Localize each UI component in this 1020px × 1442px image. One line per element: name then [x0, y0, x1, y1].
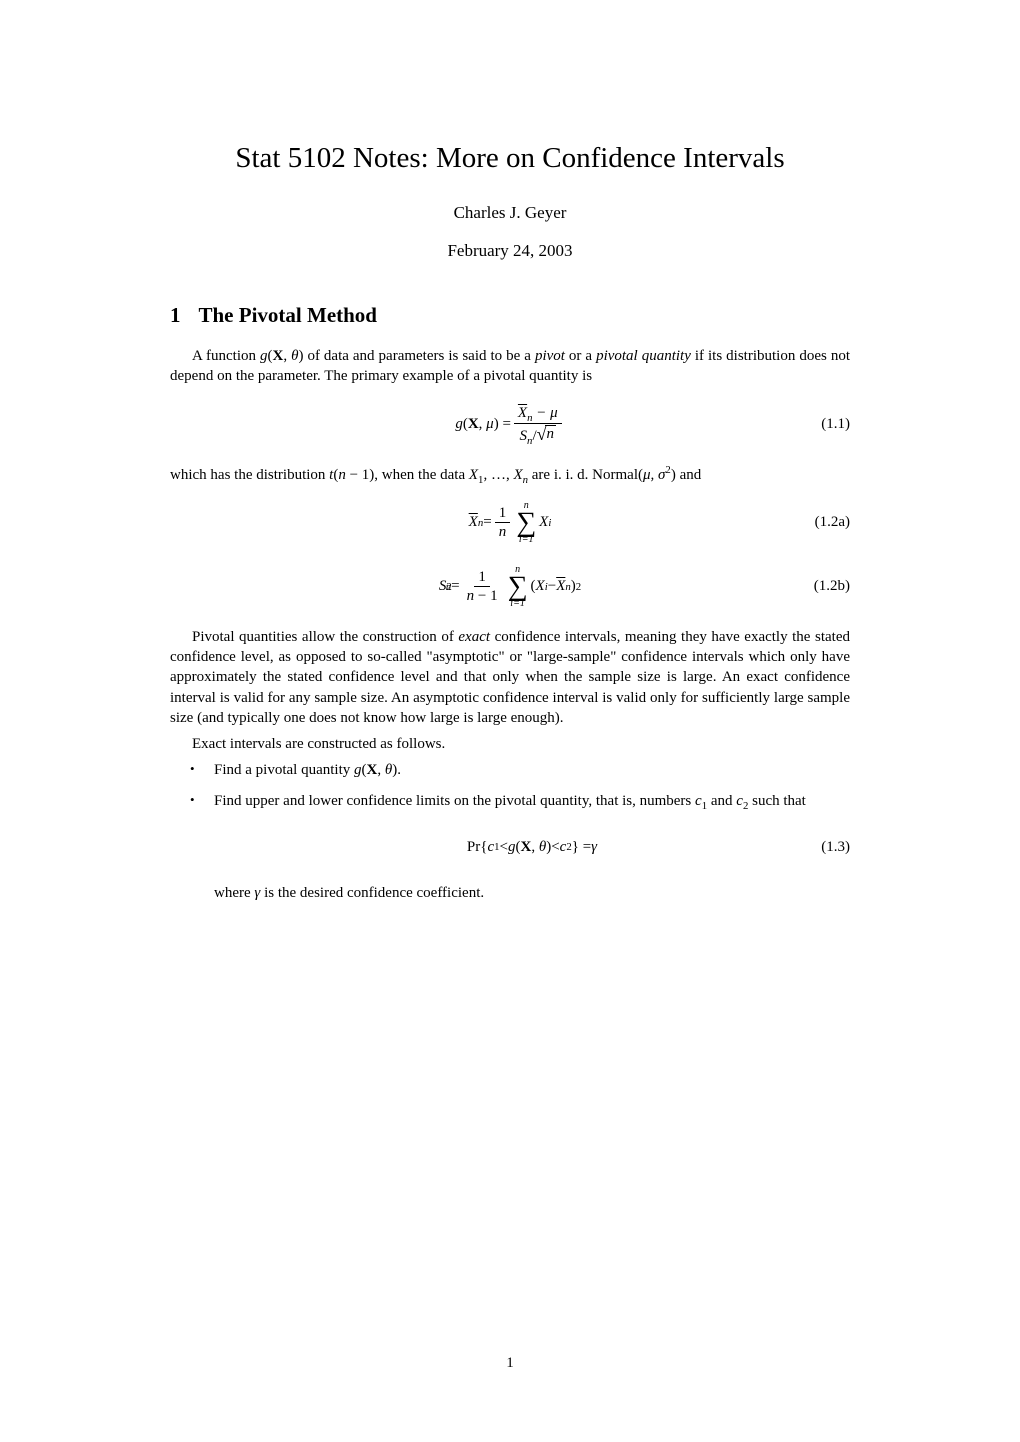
- equation-1-2a: Xn = 1 n n ∑ i=1 Xi (1.2a): [170, 499, 850, 547]
- text-fragment: Pivotal quantities allow the constructio…: [192, 629, 458, 645]
- text-fragment: is the desired confidence coefficient.: [260, 885, 484, 901]
- math-var: X: [539, 514, 548, 531]
- text-fragment: and: [707, 793, 736, 809]
- section-number: 1: [170, 303, 181, 327]
- math-var: c: [487, 837, 494, 857]
- math-inline: c: [736, 793, 743, 809]
- fraction: Xn − μ Sn/√n: [514, 405, 562, 444]
- summation: n ∑ i=1: [516, 501, 536, 545]
- math-eq: =: [451, 578, 459, 595]
- paragraph-2: which has the distribution t(n − 1), whe…: [170, 465, 850, 485]
- math-inline: t: [329, 467, 333, 483]
- math-args: (X, θ): [515, 837, 551, 857]
- math-eq: =: [483, 514, 491, 531]
- document-date: February 24, 2003: [170, 241, 850, 261]
- fraction: 1 n: [495, 505, 511, 541]
- text-fragment: which has the distribution: [170, 467, 329, 483]
- section-title: The Pivotal Method: [199, 303, 378, 327]
- equation-content: Pr{c1 < g(X, θ) < c2} = γ: [467, 837, 597, 857]
- equation-1-2b: S2n = 1 n − 1 n ∑ i=1 (Xi − Xn)2 (1.2b): [170, 563, 850, 611]
- math-var: X: [469, 514, 478, 531]
- math-var: γ: [591, 837, 597, 857]
- math-var: X: [556, 578, 565, 595]
- math-args: (X, θ): [267, 348, 303, 364]
- text-fragment: , when the data: [374, 467, 469, 483]
- math-op: <: [500, 837, 508, 857]
- text-fragment: A function: [192, 348, 260, 364]
- math-inline: X: [469, 467, 478, 483]
- equation-content: g(X, μ) = Xn − μ Sn/√n: [455, 405, 564, 444]
- equation-number: (1.2a): [815, 514, 850, 531]
- math-text: } =: [572, 837, 591, 857]
- paragraph-1: A function g(X, θ) of data and parameter…: [170, 346, 850, 387]
- document-author: Charles J. Geyer: [170, 203, 850, 223]
- denominator: n − 1: [463, 587, 502, 605]
- bullet-list: Find a pivotal quantity g(X, θ). Find up…: [170, 760, 850, 903]
- text-fragment: such that: [748, 793, 806, 809]
- text-fragment: Find upper and lower confidence limits o…: [214, 793, 695, 809]
- list-item: Find a pivotal quantity g(X, θ).: [200, 760, 850, 780]
- fraction: 1 n − 1: [463, 569, 502, 605]
- equation-number: (1.2b): [814, 578, 850, 595]
- math-var: g: [508, 837, 516, 857]
- page-number: 1: [0, 1355, 1020, 1372]
- numerator: Xn − μ: [514, 405, 562, 424]
- equation-1-3: Pr{c1 < g(X, θ) < c2} = γ (1.3): [214, 823, 850, 871]
- document-title: Stat 5102 Notes: More on Confidence Inte…: [170, 142, 850, 175]
- math-var: c: [560, 837, 567, 857]
- math-inline: μ, σ: [643, 467, 665, 483]
- math-op: <: [551, 837, 559, 857]
- math-op: −: [548, 578, 556, 595]
- equation-content: Xn = 1 n n ∑ i=1 Xi: [469, 501, 552, 545]
- section-heading: 1 The Pivotal Method: [170, 303, 850, 328]
- paragraph-4: Exact intervals are constructed as follo…: [170, 734, 850, 754]
- paragraph-3: Pivotal quantities allow the constructio…: [170, 627, 850, 728]
- equation-content: S2n = 1 n − 1 n ∑ i=1 (Xi − Xn)2: [439, 565, 581, 609]
- italic-term: pivot: [535, 348, 565, 364]
- math-text: Pr{: [467, 837, 488, 857]
- italic-term: exact: [458, 629, 490, 645]
- equation-1-1: g(X, μ) = Xn − μ Sn/√n (1.1): [170, 401, 850, 449]
- denominator: Sn/√n: [516, 424, 560, 445]
- text-fragment: or a: [565, 348, 596, 364]
- text-fragment: are i. i. d. Normal(: [528, 467, 643, 483]
- italic-term: pivotal quantity: [596, 348, 691, 364]
- math-args: (X, μ) =: [463, 416, 511, 433]
- list-item: Find upper and lower confidence limits o…: [200, 791, 850, 904]
- math-inline: g: [354, 762, 362, 778]
- equation-number: (1.3): [821, 837, 850, 857]
- text-fragment: ) and: [671, 467, 701, 483]
- text-fragment: where: [214, 885, 254, 901]
- math-var: g: [455, 416, 463, 433]
- math-inline: c: [695, 793, 702, 809]
- summation: n ∑ i=1: [508, 565, 528, 609]
- text-fragment: of data and parameters is said to be a: [303, 348, 534, 364]
- math-var: X: [536, 578, 545, 595]
- equation-number: (1.1): [821, 416, 850, 433]
- text-fragment: Find a pivotal quantity: [214, 762, 354, 778]
